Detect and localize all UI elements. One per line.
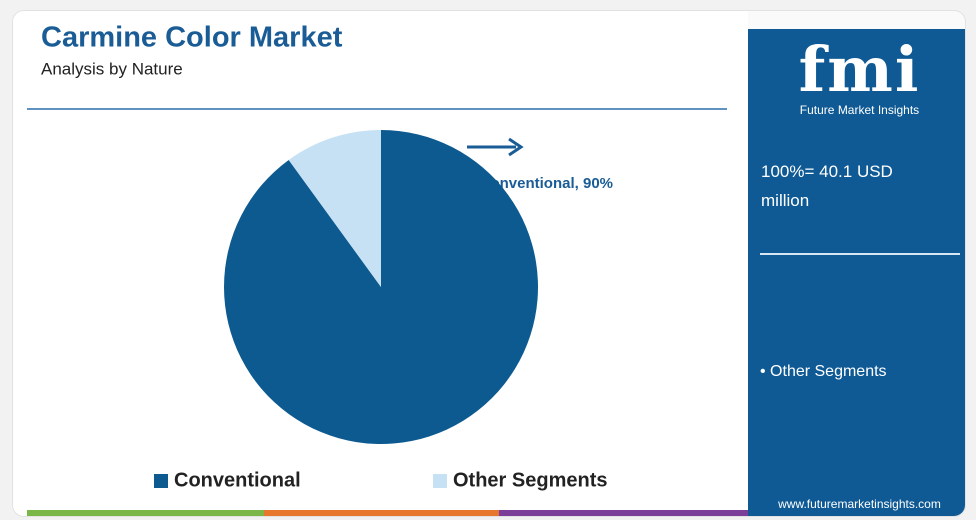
market-total: 100%= 40.1 USD million	[761, 162, 893, 210]
legend-label: Conventional	[174, 469, 301, 491]
chart: Carmine Color Market Analysis by Nature …	[13, 11, 748, 516]
footer-stripe	[264, 510, 499, 516]
footer-stripe	[27, 510, 264, 516]
label-arrow	[467, 137, 524, 157]
card: Carmine Color Market Analysis by Nature …	[12, 10, 966, 517]
legend-label: Other Segments	[453, 469, 607, 491]
logo-tagline: Future Market Insights	[799, 103, 920, 117]
website: www.futuremarketinsights.com	[778, 497, 941, 511]
legend-swatch	[433, 474, 447, 488]
side-panel: fmi Future Market Insights 100%= 40.1 US…	[748, 29, 965, 516]
footer-stripe	[499, 510, 748, 516]
side-note: • Other Segments	[760, 363, 887, 380]
chart-title: Carmine Color Market	[41, 22, 343, 54]
data-label: Conventional, 90%	[480, 175, 613, 192]
logo: fmi	[798, 33, 921, 106]
side-rule	[760, 253, 960, 255]
legend-swatch	[154, 474, 168, 488]
pie-slice	[288, 130, 381, 287]
chart-subtitle: Analysis by Nature	[41, 59, 183, 78]
